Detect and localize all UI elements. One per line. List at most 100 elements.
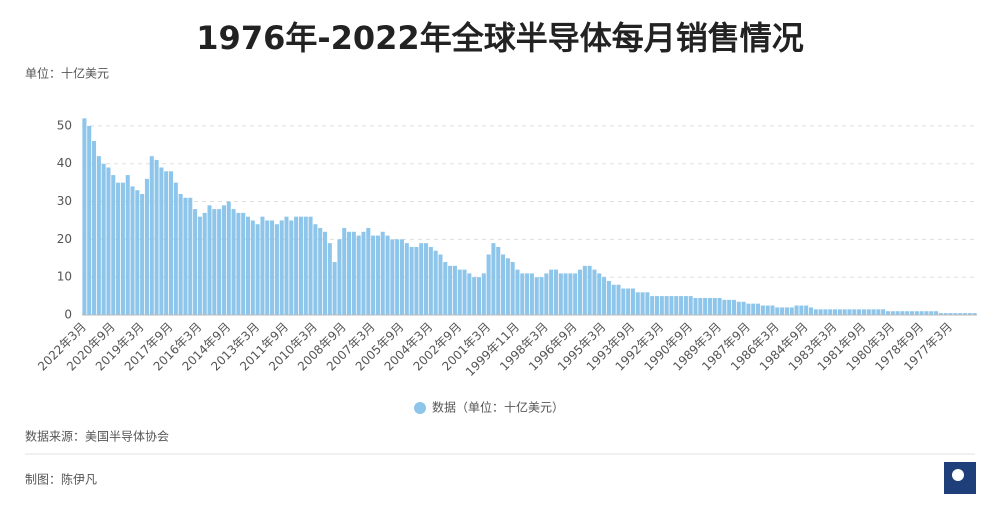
bar — [890, 311, 895, 315]
bar — [501, 254, 506, 315]
bar — [270, 220, 275, 315]
bar — [597, 273, 602, 315]
bar — [707, 297, 712, 315]
bar — [549, 269, 554, 315]
bar — [924, 311, 929, 315]
bar — [140, 193, 145, 315]
bar — [82, 118, 87, 315]
bar — [852, 309, 857, 315]
bar — [342, 228, 347, 315]
bar — [760, 305, 765, 315]
bar — [741, 301, 746, 315]
bar — [770, 305, 775, 315]
bar — [751, 303, 756, 315]
bar — [578, 269, 583, 315]
bar — [404, 243, 409, 315]
y-tick-label: 30 — [57, 194, 72, 208]
bar — [457, 269, 462, 315]
bar — [120, 182, 125, 315]
bar — [476, 277, 481, 315]
bar — [409, 246, 414, 315]
bar — [207, 205, 212, 315]
y-tick-label: 40 — [57, 156, 72, 170]
bar — [255, 224, 260, 315]
bar — [645, 292, 650, 315]
bar — [857, 309, 862, 315]
bar — [784, 307, 789, 315]
bar — [327, 243, 332, 315]
bar — [885, 311, 891, 315]
bar — [298, 216, 303, 315]
bar — [515, 269, 520, 315]
bar — [775, 307, 780, 315]
bar — [443, 262, 448, 315]
bar — [943, 313, 948, 315]
bar — [87, 125, 92, 315]
bar — [419, 243, 424, 315]
bar — [467, 273, 472, 315]
bar — [241, 212, 246, 315]
bar — [221, 205, 226, 315]
bar — [135, 190, 140, 315]
bar — [202, 212, 207, 315]
bar — [289, 220, 294, 315]
bar — [361, 231, 366, 315]
bar — [544, 273, 549, 315]
bar — [356, 235, 361, 315]
legend-label: 数据（单位：十亿美元） — [432, 400, 564, 415]
bar — [573, 273, 578, 315]
y-tick-label: 0 — [64, 308, 72, 322]
y-tick-label: 50 — [57, 118, 72, 132]
bar — [159, 167, 164, 315]
bar — [250, 220, 255, 315]
bar — [390, 239, 395, 315]
bar — [308, 216, 313, 315]
bar — [188, 197, 193, 315]
bar — [231, 209, 236, 315]
legend-marker — [414, 402, 426, 414]
bar — [765, 305, 770, 315]
bar — [693, 297, 698, 315]
bar — [938, 313, 943, 315]
bar — [962, 313, 967, 315]
bar — [313, 224, 318, 315]
bar — [640, 292, 645, 315]
bar — [111, 175, 116, 315]
bar — [731, 299, 737, 315]
bar — [529, 273, 534, 315]
bar — [130, 186, 135, 315]
bar — [789, 307, 794, 315]
bar — [895, 311, 900, 315]
bar — [197, 216, 202, 315]
bar — [424, 243, 429, 315]
unit-note: 单位：十亿美元 — [25, 66, 109, 81]
bar — [92, 141, 97, 315]
bar — [592, 269, 597, 315]
bar — [563, 273, 568, 315]
bar — [568, 273, 573, 315]
bar — [399, 239, 405, 315]
bar — [881, 309, 886, 315]
bar — [910, 311, 915, 315]
bar — [837, 309, 842, 315]
bar — [322, 231, 328, 315]
bar — [679, 296, 684, 315]
bar — [375, 235, 380, 315]
bar — [876, 309, 881, 315]
bar — [510, 262, 515, 315]
bar — [265, 220, 270, 315]
bar — [486, 254, 491, 315]
bar — [659, 296, 664, 315]
bar — [799, 305, 804, 315]
bar — [539, 277, 544, 315]
chart-title: 1976年-2022年全球半导体每月销售情况 — [196, 19, 803, 57]
bar — [226, 201, 231, 315]
bar — [433, 250, 438, 315]
bar — [144, 178, 149, 315]
bar — [414, 246, 419, 315]
y-tick-label: 20 — [57, 232, 72, 246]
bar — [164, 171, 169, 315]
bar — [722, 299, 727, 315]
bar — [245, 216, 251, 315]
